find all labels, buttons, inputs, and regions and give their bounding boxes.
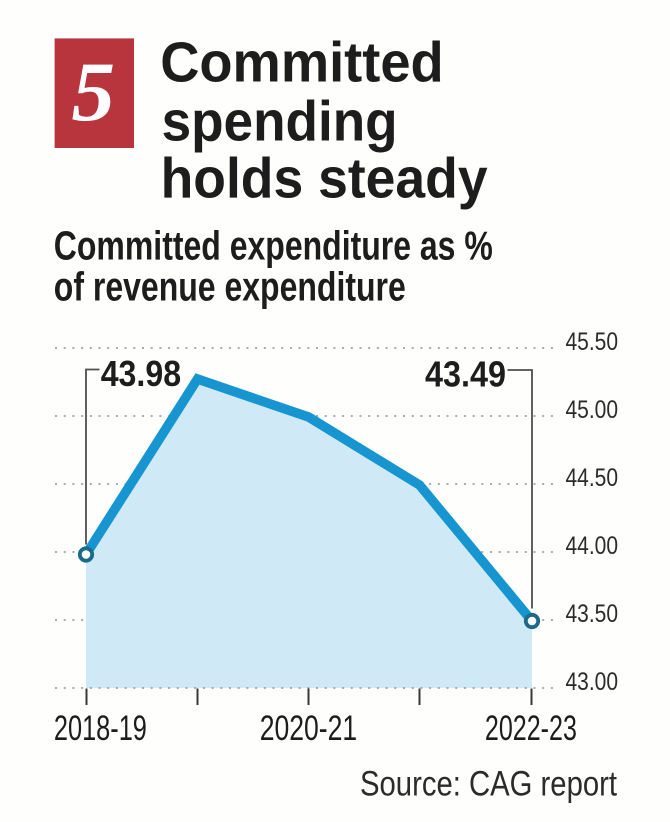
svg-text:2020-21: 2020-21 xyxy=(260,708,358,748)
svg-text:43.49: 43.49 xyxy=(425,354,506,395)
svg-text:Source: CAG report: Source: CAG report xyxy=(360,765,617,804)
svg-text:of revenue expenditure: of revenue expenditure xyxy=(54,263,406,309)
svg-text:Committed: Committed xyxy=(160,31,444,94)
svg-text:44.50: 44.50 xyxy=(566,464,619,492)
svg-text:45.00: 45.00 xyxy=(566,396,619,424)
svg-text:43.50: 43.50 xyxy=(566,600,619,628)
svg-text:44.00: 44.00 xyxy=(566,532,619,560)
svg-text:spending: spending xyxy=(162,90,398,153)
svg-text:45.50: 45.50 xyxy=(566,328,619,356)
svg-text:43.98: 43.98 xyxy=(101,353,181,394)
svg-text:holds steady: holds steady xyxy=(161,146,489,209)
svg-text:2022-23: 2022-23 xyxy=(485,708,577,748)
svg-text:5: 5 xyxy=(72,45,116,139)
svg-text:43.00: 43.00 xyxy=(566,668,619,696)
svg-text:Committed expenditure as %: Committed expenditure as % xyxy=(54,222,493,268)
svg-text:2018-19: 2018-19 xyxy=(54,708,147,748)
